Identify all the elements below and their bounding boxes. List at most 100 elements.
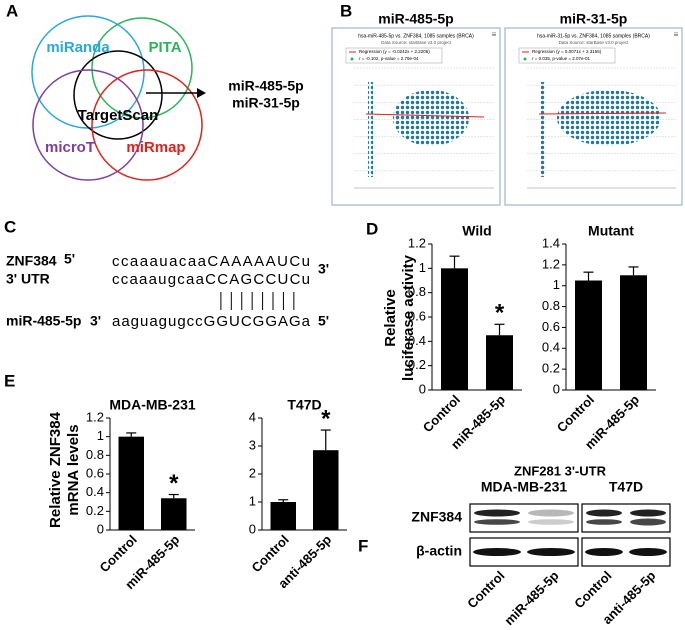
screenshot-header: hsa-miR-485-5p vs. ZNF384, 1085 samples … <box>358 33 474 39</box>
band <box>630 509 666 517</box>
panel-label: B <box>340 1 352 20</box>
band <box>528 519 574 525</box>
venn-label: TargetScan <box>78 107 159 124</box>
y-tick-label: 0.8 <box>86 447 104 462</box>
plot-title: miR-485-5p <box>378 11 453 27</box>
blot-frame <box>469 503 579 533</box>
y-tick-label: 0.6 <box>408 308 426 323</box>
legend-text: Regression (y = 0.0071x + 2.3155) <box>532 49 602 54</box>
strand-end: 5' <box>64 251 75 267</box>
strand-end: 3' <box>318 261 329 277</box>
blot-group: MDA-MB-231 <box>481 479 568 495</box>
significance-marker: * <box>169 470 179 497</box>
bar <box>486 335 513 390</box>
menu-icon: ≡ <box>674 30 679 39</box>
y-tick-label: 0.6 <box>542 319 560 334</box>
legend-swatch <box>350 57 354 61</box>
y-axis-label: luciferase activity <box>400 254 417 381</box>
result: miR-31-5p <box>232 95 300 111</box>
screenshot-source: Data Source: starBase v3.0 project <box>381 40 452 45</box>
sequence: ccaaaugcaaCCAGCCUCu <box>112 271 310 288</box>
y-tick-label: 0 <box>419 381 426 396</box>
regression-decor <box>365 113 485 118</box>
legend-text: r = -0.102, p-value = 2.79e-04 <box>359 56 419 61</box>
y-tick-label: 1.2 <box>408 235 426 250</box>
y-tick-label: 1.4 <box>542 235 560 250</box>
panel-label: F <box>358 536 368 555</box>
band <box>473 548 521 556</box>
dot-cloud <box>556 90 661 146</box>
dot-cloud <box>393 90 469 146</box>
venn-circle <box>32 69 144 181</box>
x-tick-label: Control <box>97 532 140 575</box>
y-tick-label: 0.2 <box>86 503 104 518</box>
sequence: aaguagugccGGUCGGAGa <box>112 313 311 330</box>
band <box>586 519 622 525</box>
legend-swatch <box>523 57 527 61</box>
caption: ZNF281 3'-UTR <box>514 463 607 478</box>
blot-row-label: β-actin <box>416 543 462 559</box>
y-tick-label: 0 <box>553 381 560 396</box>
panel-a: A miRanda PITA TargetScan microT miRmap … <box>6 1 304 181</box>
chart-title: Mutant <box>588 223 634 239</box>
y-tick-label: 0.2 <box>542 361 560 376</box>
bar <box>270 502 296 530</box>
y-tick-label: 3 <box>249 437 256 452</box>
significance-marker: * <box>321 405 331 432</box>
band <box>527 548 575 556</box>
band <box>474 509 520 517</box>
result: miR-485-5p <box>228 78 303 94</box>
y-tick-label: 0.8 <box>408 284 426 299</box>
row-name: ZNF384 <box>6 253 57 269</box>
arrow-head <box>197 88 206 98</box>
venn-circle <box>73 50 163 140</box>
y-tick-label: 0 <box>249 521 256 536</box>
band <box>586 509 622 517</box>
bar <box>620 275 647 390</box>
regression-decor <box>538 112 667 115</box>
y-tick-label: 0 <box>97 521 104 536</box>
panel-f: F ZNF384 β-actin MDA-MB-231 ControlmiR-485-… <box>358 479 671 628</box>
y-tick-label: 0.8 <box>542 298 560 313</box>
venn-label: miRanda <box>46 39 110 56</box>
x-tick-label: Control <box>420 392 463 435</box>
y-tick-label: 2 <box>249 465 256 480</box>
y-axis-label: mRNA levels <box>65 424 82 515</box>
blot-frame <box>581 503 671 533</box>
lane-label: Control <box>464 568 507 611</box>
y-axis-label: Relative <box>382 289 399 347</box>
panel-e: E Relative ZNF384 mRNA levels <box>4 371 82 527</box>
y-axis-label: Relative ZNF384 <box>47 411 64 528</box>
venn-circle <box>91 69 203 181</box>
strand-end: 3' <box>90 313 101 329</box>
panel-c: C ZNF384 5' ccaaauacaaCAAAAAUCu 3' 3' UTR cca… <box>4 217 329 329</box>
y-tick-label: 1.2 <box>86 409 104 424</box>
chart-title: MDA-MB-231 <box>109 397 196 413</box>
band <box>585 548 623 556</box>
screenshot-header: hsa-miR-31-5p vs. ZNF384, 1085 samples (… <box>537 33 650 39</box>
chart-title: Wild <box>462 223 491 239</box>
y-tick-label: 0.4 <box>408 333 426 348</box>
legend-text: r = 0.035, p-value = 2.07e-01 <box>532 56 591 61</box>
sequence: ccaaauacaaCAAAAAUCu <box>112 253 310 270</box>
menu-icon: ≡ <box>492 30 497 39</box>
panel-label: A <box>6 1 18 20</box>
y-tick-label: 1 <box>97 428 104 443</box>
y-tick-label: 0.4 <box>542 340 560 355</box>
y-tick-label: 4 <box>249 409 256 424</box>
lane-label: miR-485-5p <box>501 568 561 628</box>
venn-label: PITA <box>148 39 181 56</box>
lane-label: Control <box>571 568 614 611</box>
bar <box>575 280 602 390</box>
x-tick-label: Control <box>554 392 597 435</box>
x-tick-label: Control <box>249 532 292 575</box>
bar <box>118 436 144 530</box>
dot-strip <box>541 82 546 177</box>
y-tick-label: 1.2 <box>542 256 560 271</box>
panel-label: E <box>4 371 15 390</box>
panel-d: D Relative luciferase activity ZNF281 3'… <box>366 219 607 478</box>
y-tick-label: 0.2 <box>408 357 426 372</box>
band <box>528 509 574 517</box>
band <box>474 519 520 525</box>
